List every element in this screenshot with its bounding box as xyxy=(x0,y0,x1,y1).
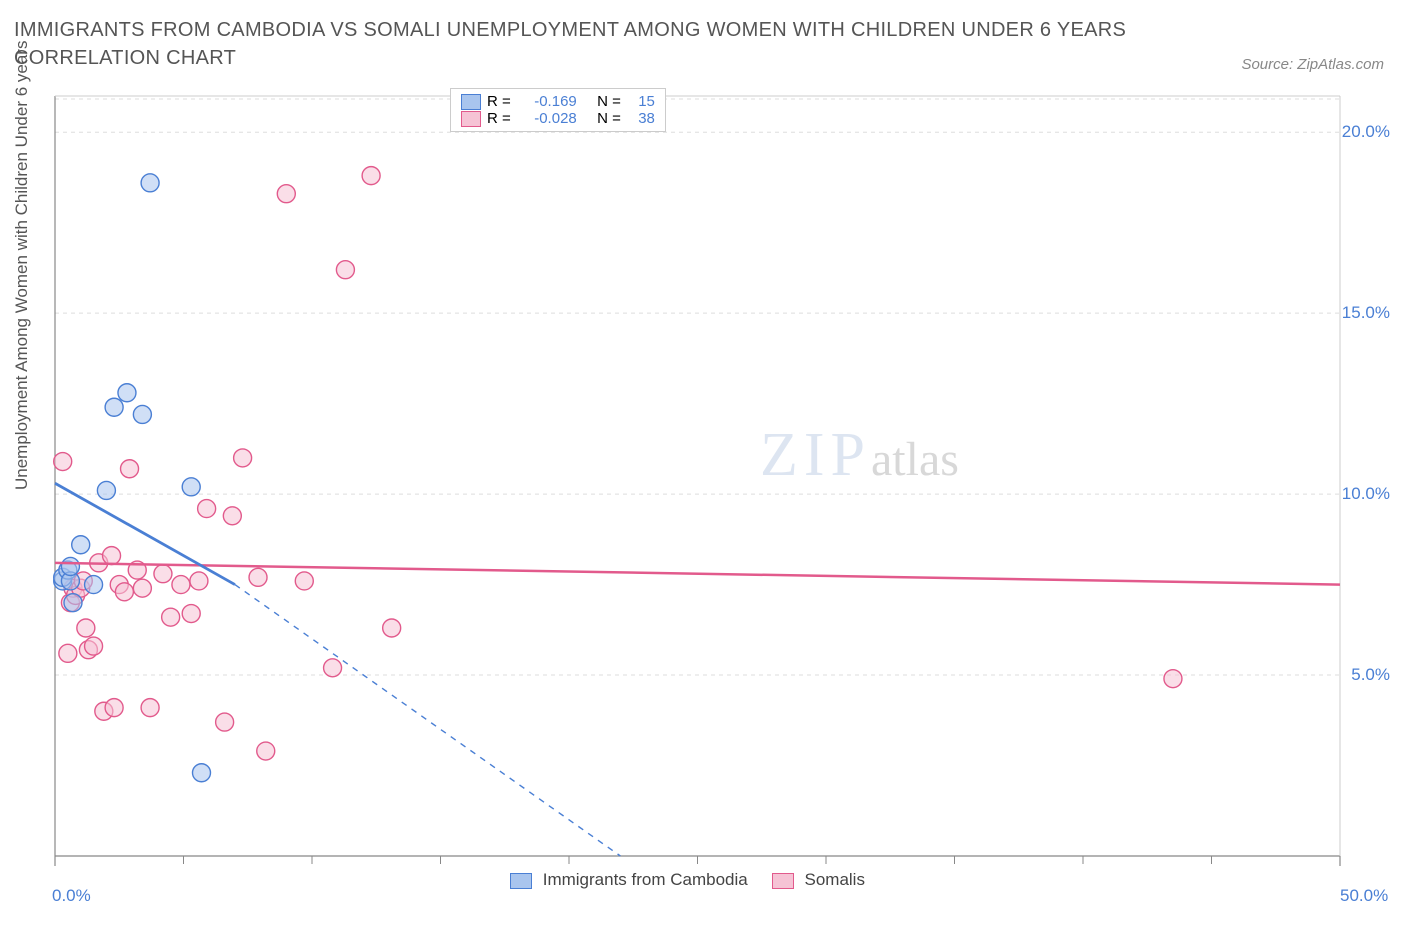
source-label: Source: ZipAtlas.com xyxy=(1241,56,1384,73)
r-label: R = xyxy=(487,110,511,127)
swatch-somalis xyxy=(461,111,481,127)
r-label: R = xyxy=(487,93,511,110)
chart-svg xyxy=(50,86,1390,876)
swatch-cambodia xyxy=(461,94,481,110)
chart-title: IMMIGRANTS FROM CAMBODIA VS SOMALI UNEMP… xyxy=(14,16,1134,72)
r-value-cambodia: -0.169 xyxy=(517,93,577,110)
n-label: N = xyxy=(597,93,621,110)
series-label: Somalis xyxy=(804,870,864,889)
y-tick-5: 5.0% xyxy=(1351,665,1390,685)
n-value-cambodia: 15 xyxy=(627,93,655,110)
y-tick-10: 10.0% xyxy=(1342,484,1390,504)
legend-item-cambodia: Immigrants from Cambodia xyxy=(510,870,748,890)
correlation-legend: R = -0.169 N = 15 R = -0.028 N = 38 xyxy=(450,88,666,132)
series-legend: Immigrants from Cambodia Somalis xyxy=(510,870,865,890)
legend-row-cambodia: R = -0.169 N = 15 xyxy=(461,93,655,110)
y-axis-label: Unemployment Among Women with Children U… xyxy=(12,41,32,490)
legend-row-somalis: R = -0.028 N = 38 xyxy=(461,110,655,127)
y-tick-20: 20.0% xyxy=(1342,122,1390,142)
x-tick-50: 50.0% xyxy=(1340,886,1388,906)
legend-item-somalis: Somalis xyxy=(772,870,865,890)
y-tick-15: 15.0% xyxy=(1342,303,1390,323)
scatter-chart xyxy=(50,86,1390,876)
series-label: Immigrants from Cambodia xyxy=(543,870,748,889)
swatch-cambodia xyxy=(510,873,532,889)
x-tick-0: 0.0% xyxy=(52,886,91,906)
r-value-somalis: -0.028 xyxy=(517,110,577,127)
n-value-somalis: 38 xyxy=(627,110,655,127)
n-label: N = xyxy=(597,110,621,127)
swatch-somalis xyxy=(772,873,794,889)
